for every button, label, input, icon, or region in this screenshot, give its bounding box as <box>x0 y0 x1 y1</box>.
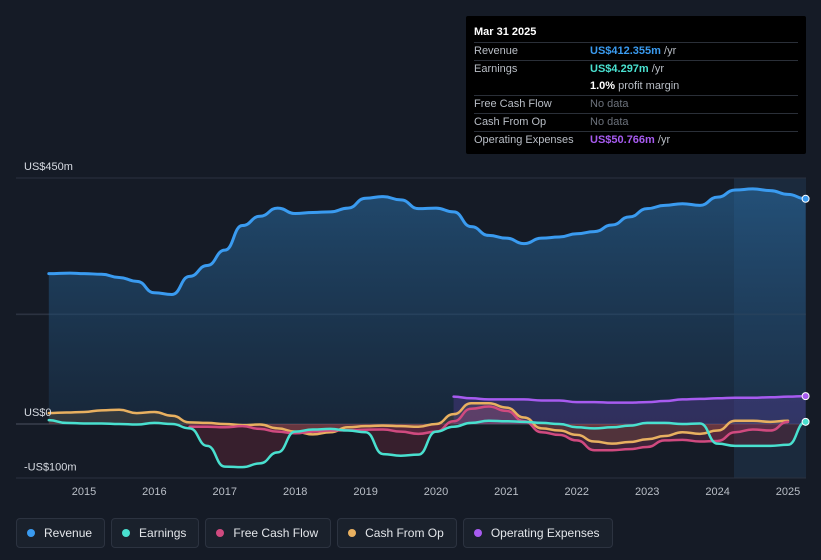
area-revenue <box>48 188 806 424</box>
legend-dot-earnings <box>122 529 131 537</box>
tooltip-row-margin: 1.0% profit margin <box>474 78 798 95</box>
tooltip-revenue-unit: /yr <box>664 45 677 57</box>
end-point-earnings <box>801 417 810 426</box>
area-cash-from-op <box>48 403 789 444</box>
tooltip-opex-unit: /yr <box>657 134 671 146</box>
legend-dot-operating-expenses <box>473 529 482 537</box>
area-earnings <box>48 420 806 468</box>
tooltip-row-opex: Operating Expenses US$50.766m /yr <box>474 131 798 149</box>
tooltip-fcf-label: Free Cash Flow <box>474 98 552 110</box>
area-operating-expenses <box>453 396 806 424</box>
tooltip-cfo-value: No data <box>590 116 629 128</box>
tooltip-fcf-value: No data <box>590 98 629 110</box>
end-point-operating-expenses <box>801 392 810 401</box>
legend-item-free-cash-flow[interactable]: Free Cash Flow <box>205 518 332 548</box>
tooltip-margin-label: profit margin <box>618 80 680 92</box>
tooltip-panel: Mar 31 2025 Revenue US$412.355m /yr Earn… <box>466 16 806 154</box>
y-axis-label: -US$100m <box>24 462 77 474</box>
tooltip-cfo-label: Cash From Op <box>474 116 547 128</box>
tooltip-row-cfo: Cash From Op No data <box>474 113 798 131</box>
x-axis-tick-label: 2025 <box>776 486 800 498</box>
legend-dot-revenue <box>27 529 35 537</box>
tooltip-date: Mar 31 2025 <box>474 26 537 38</box>
tooltip-revenue-label: Revenue <box>474 45 519 57</box>
x-axis-tick-label: 2019 <box>353 486 377 498</box>
y-axis-label: US$0 <box>24 407 52 419</box>
legend-label-revenue: Revenue <box>44 526 93 540</box>
end-point-revenue <box>801 194 810 203</box>
legend-item-revenue[interactable]: Revenue <box>16 518 106 548</box>
legend-dot-free-cash-flow <box>216 529 225 537</box>
x-axis-tick-label: 2016 <box>142 486 166 498</box>
line-earnings <box>47 418 807 469</box>
legend-item-earnings[interactable]: Earnings <box>111 518 200 548</box>
tooltip-revenue-value: US$412.355m <box>590 45 661 57</box>
x-axis-tick-label: 2020 <box>424 486 448 498</box>
legend-label-cash-from-op: Cash From Op <box>365 526 444 540</box>
x-axis-tick-label: 2022 <box>565 486 589 498</box>
tooltip-earnings-unit: /yr <box>651 63 665 75</box>
line-operating-expenses <box>452 394 807 404</box>
legend-label-operating-expenses: Operating Expenses <box>490 526 600 540</box>
line-cash-from-op <box>47 401 790 445</box>
x-axis-tick-label: 2021 <box>494 486 518 498</box>
legend-label-free-cash-flow: Free Cash Flow <box>233 526 319 540</box>
tooltip-opex-value: US$50.766m <box>590 134 655 146</box>
tooltip-row-revenue: Revenue US$412.355m /yr <box>474 42 798 60</box>
tooltip-earnings-label: Earnings <box>474 63 518 75</box>
x-axis-tick-label: 2017 <box>213 486 237 498</box>
x-axis-tick-label: 2023 <box>635 486 659 498</box>
tooltip-earnings-value: US$4.297m <box>590 63 649 75</box>
area-free-cash-flow <box>189 406 789 451</box>
line-revenue <box>47 187 808 296</box>
legend-item-operating-expenses[interactable]: Operating Expenses <box>462 518 613 548</box>
tooltip-row-fcf: Free Cash Flow No data <box>474 95 798 113</box>
legend-item-cash-from-op[interactable]: Cash From Op <box>337 518 457 548</box>
legend-dot-cash-from-op <box>348 529 357 537</box>
chart-legend: Revenue Earnings Free Cash Flow Cash Fro… <box>16 518 613 548</box>
x-axis-tick-label: 2018 <box>283 486 307 498</box>
tooltip-margin-value: 1.0% <box>590 80 616 92</box>
tooltip-row-earnings: Earnings US$4.297m /yr <box>474 60 798 78</box>
x-axis-tick-label: 2015 <box>72 486 96 498</box>
x-axis-tick-label: 2024 <box>705 486 729 498</box>
legend-label-earnings: Earnings <box>139 526 187 540</box>
line-free-cash-flow <box>188 405 790 452</box>
y-axis-label: US$450m <box>24 161 73 173</box>
tooltip-opex-label: Operating Expenses <box>474 134 574 146</box>
